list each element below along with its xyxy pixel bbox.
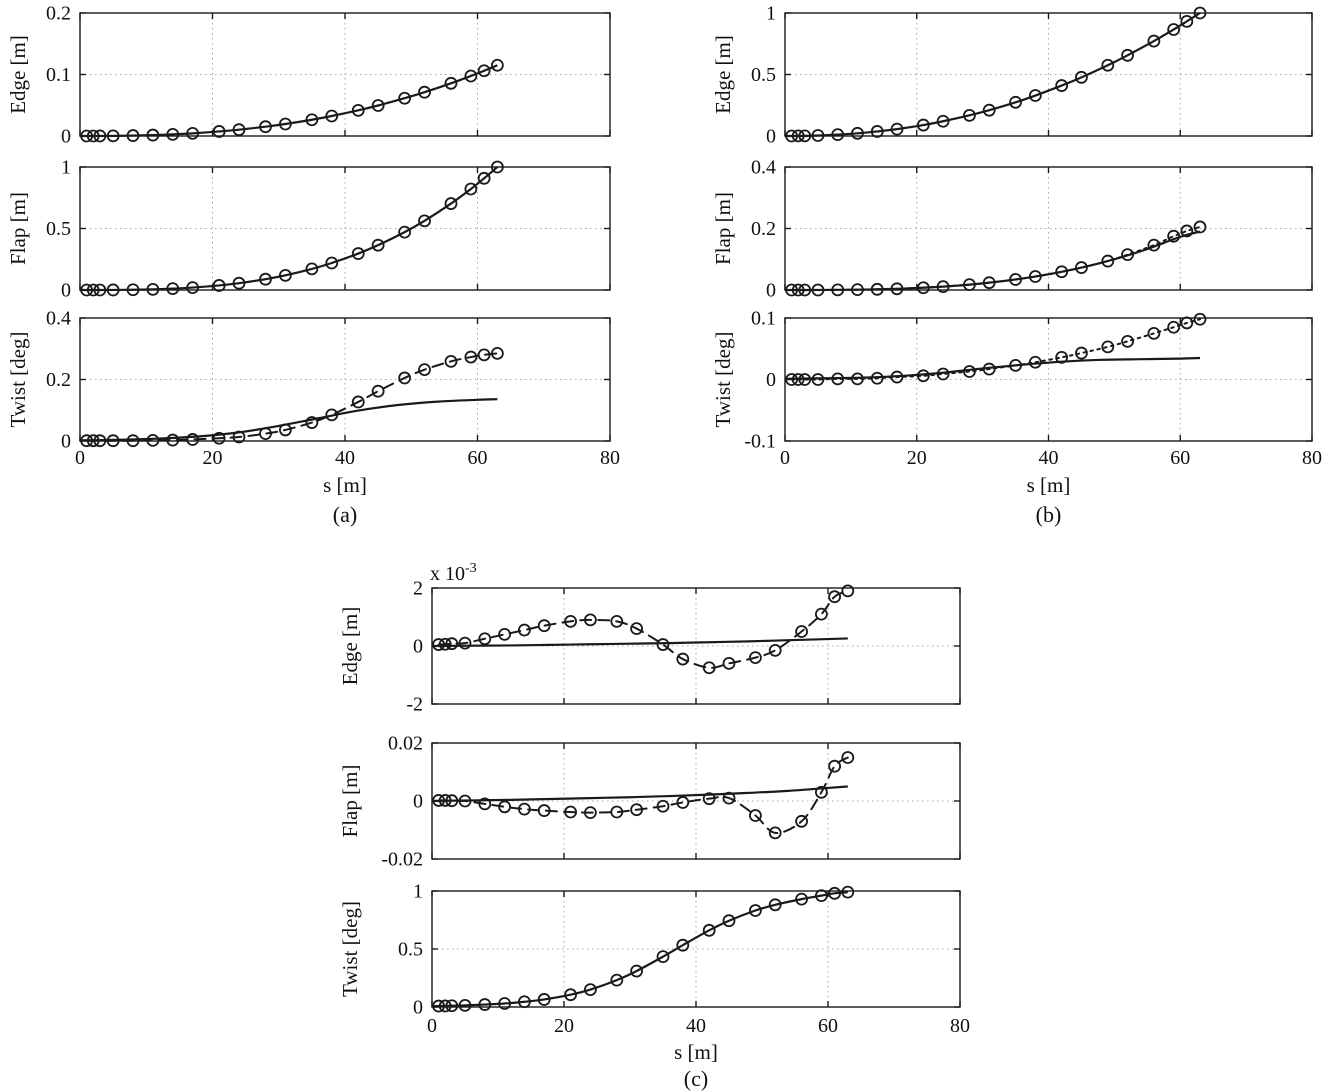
x-tick-label: 80 [600, 447, 620, 469]
panel-c-edge: -2 0 2 Edge [m] x 10-3 [338, 561, 961, 716]
panel-a-edge: 0 0.1 0.2 Edge [m] [6, 3, 611, 148]
y-axis-label: Edge [m] [338, 607, 362, 686]
panel-b-flap: 0 0.2 0.4 Flap [m] [711, 157, 1313, 302]
group-caption: (a) [333, 502, 357, 527]
y-tick-label: 0 [766, 126, 776, 148]
y-axis-label: Edge [m] [711, 35, 735, 114]
panel-a-twist: 0 0.2 0.4 Twist [deg] 0 20 40 60 80 s [m] (a) [6, 308, 620, 528]
x-tick-label: 60 [818, 1015, 838, 1037]
x-tick-label: 40 [1039, 447, 1059, 469]
x-tick-label: 80 [950, 1015, 970, 1037]
y-tick-label: 0.1 [46, 64, 71, 86]
y-tick-label: 0.5 [751, 64, 776, 86]
y-axis-label: Edge [m] [6, 35, 30, 114]
x-tick-label: 60 [1170, 447, 1190, 469]
axis-exponent-label: x 10-3 [430, 561, 477, 585]
y-axis-label: Twist [deg] [6, 332, 30, 428]
panel-a-flap: 0 0.5 1 Flap [m] [6, 157, 611, 302]
x-tick-label: 20 [203, 447, 223, 469]
y-axis-label: Flap [m] [338, 765, 362, 838]
x-axis-label: s [m] [1027, 473, 1071, 497]
y-tick-label: 1 [61, 157, 71, 179]
y-tick-label: -0.02 [381, 849, 423, 871]
y-tick-label: 0.5 [46, 218, 71, 240]
y-tick-label: -2 [406, 694, 423, 716]
x-axis-label: s [m] [674, 1040, 718, 1064]
x-tick-label: 60 [468, 447, 488, 469]
y-tick-label: 0 [61, 431, 71, 453]
y-axis-label: Twist [deg] [711, 332, 735, 428]
x-axis-label: s [m] [323, 473, 367, 497]
panel-c-twist: 0 0.5 1 Twist [deg] 0 20 40 60 80 s [m](c) [338, 881, 970, 1092]
y-tick-label: 0.2 [46, 3, 71, 25]
y-tick-label: 1 [413, 881, 423, 903]
x-tick-label: 40 [335, 447, 355, 469]
x-tick-label: 20 [554, 1015, 574, 1037]
y-tick-label: 0.1 [751, 308, 776, 330]
y-tick-label: 0.4 [46, 308, 71, 330]
y-tick-label: 0 [61, 280, 71, 302]
group-caption: (b) [1036, 502, 1062, 527]
y-tick-label: 0 [61, 126, 71, 148]
y-axis-label: Flap [m] [711, 192, 735, 265]
x-tick-label: 0 [75, 447, 85, 469]
y-tick-label: 0 [766, 280, 776, 302]
y-tick-label: 0.5 [398, 939, 423, 961]
y-tick-label: -0.1 [744, 431, 776, 453]
x-tick-label: 0 [427, 1015, 437, 1037]
y-tick-label: 0.02 [388, 733, 423, 755]
y-tick-label: 2 [413, 578, 423, 600]
y-tick-label: 0 [766, 369, 776, 391]
y-tick-label: 1 [766, 3, 776, 25]
y-tick-label: 0.4 [751, 157, 776, 179]
y-axis-label: Twist [deg] [338, 901, 362, 997]
x-tick-label: 0 [780, 447, 790, 469]
y-tick-label: 0 [413, 636, 423, 658]
y-tick-label: 0.2 [46, 369, 71, 391]
x-tick-label: 40 [686, 1015, 706, 1037]
y-tick-label: 0 [413, 791, 423, 813]
y-tick-label: 0 [413, 997, 423, 1019]
y-tick-label: 0.2 [751, 218, 776, 240]
x-tick-label: 80 [1302, 447, 1322, 469]
group-caption: (c) [684, 1066, 708, 1091]
y-axis-label: Flap [m] [6, 192, 30, 265]
panel-b-edge: 0 0.5 1 Edge [m] [711, 3, 1313, 148]
panel-c-flap: -0.02 0 0.02 Flap [m] [338, 733, 961, 871]
x-tick-label: 20 [907, 447, 927, 469]
